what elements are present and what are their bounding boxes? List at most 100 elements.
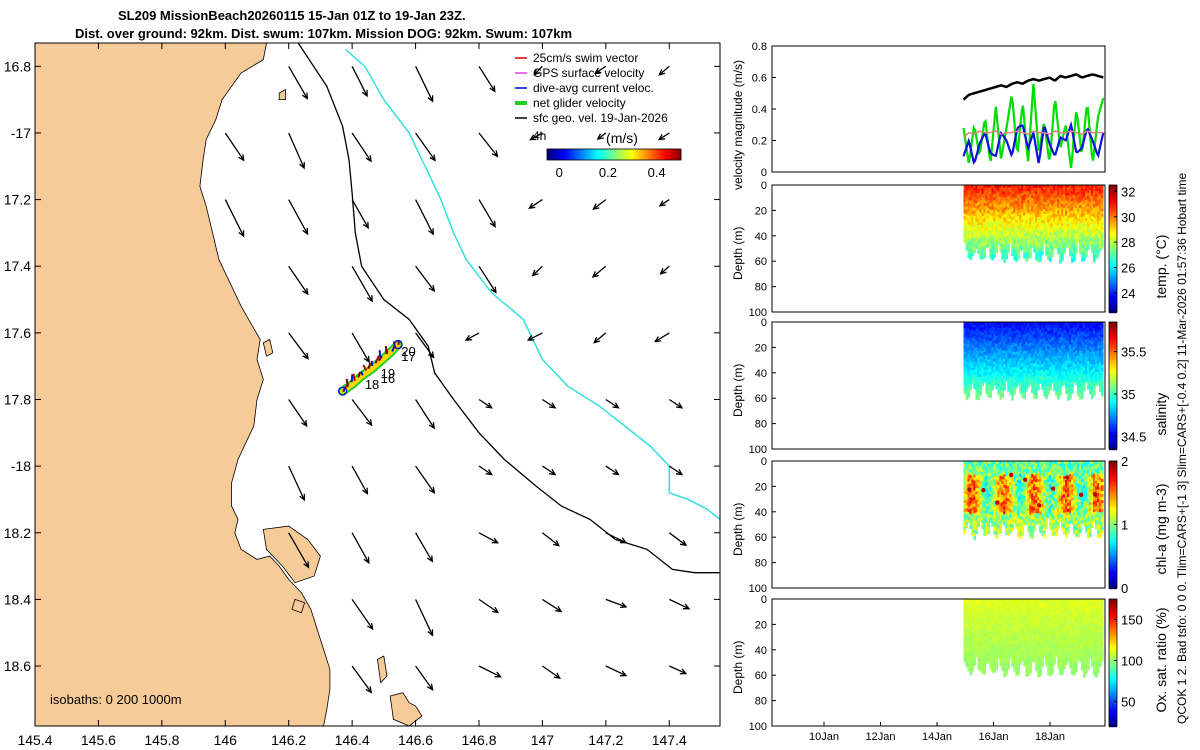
- salinity-cell: [1013, 331, 1016, 335]
- temperature-cell: [1079, 225, 1082, 229]
- salinity-cell: [1025, 324, 1028, 329]
- geo-arrow-66: [668, 465, 684, 476]
- salinity-cell: [1081, 382, 1084, 387]
- chlorophyll-cell: [965, 461, 969, 465]
- salinity-cell: [1025, 353, 1028, 357]
- temperature-cell: [1061, 257, 1064, 261]
- legend-entry: GPS surface velocity: [533, 66, 644, 80]
- chlorophyll-cell: [989, 471, 992, 475]
- salinity-colorbar-cell: [1109, 360, 1117, 363]
- salinity-cell: [977, 334, 980, 339]
- salinity-cell: [997, 346, 1000, 350]
- chlorophyll-cell: [977, 504, 980, 508]
- salinity-cell: [999, 395, 1002, 400]
- temperature-cell: [1071, 246, 1074, 250]
- salinity-cell: [1101, 359, 1104, 363]
- temperature-cell: [1095, 188, 1098, 192]
- map-ytick-label: -17: [11, 125, 31, 141]
- temperature-colorbar-label: temp. (°C): [1153, 235, 1169, 299]
- chlorophyll-cell: [979, 473, 982, 477]
- chlorophyll-cell: [963, 509, 967, 513]
- temperature-cell: [1029, 191, 1032, 195]
- temperature-cell: [1003, 230, 1006, 234]
- salinity-cell: [967, 322, 971, 326]
- chlorophyll-cell: [1055, 492, 1058, 496]
- chlorophyll-cell: [981, 494, 984, 499]
- temperature-cell: [1049, 191, 1052, 196]
- salinity-cell: [989, 375, 992, 380]
- chlorophyll-cell: [965, 494, 969, 498]
- temperature-cell: [1041, 216, 1044, 221]
- temperature-cell: [969, 200, 973, 205]
- temperature-cell: [1087, 235, 1090, 240]
- salinity-cell: [1079, 367, 1082, 371]
- salinity-cell: [1033, 366, 1036, 371]
- salinity-cell: [979, 367, 982, 372]
- chlorophyll-cell: [1045, 519, 1048, 524]
- track-vector-11: [378, 355, 383, 362]
- temperature-cell: [1077, 230, 1080, 234]
- chlorophyll-cell: [1005, 479, 1008, 484]
- salinity-cell: [1065, 363, 1068, 368]
- salinity-cell: [993, 322, 996, 326]
- chlorophyll-cell: [1053, 476, 1056, 481]
- temperature-cell: [1045, 193, 1048, 198]
- salinity-cell: [1099, 382, 1102, 387]
- temperature-cell: [1055, 190, 1058, 194]
- temperature-cell: [1085, 208, 1088, 213]
- salinity-cell: [969, 370, 973, 374]
- temperature-cell: [1007, 215, 1010, 220]
- salinity-cell: [997, 349, 1000, 353]
- chlorophyll-cell: [1047, 486, 1050, 490]
- salinity-colorbar-cell: [1109, 386, 1117, 389]
- temperature-cell: [1017, 225, 1020, 229]
- chlorophyll-cell: [1057, 486, 1060, 490]
- temperature-cell: [1025, 204, 1028, 208]
- temperature-cell: [1043, 187, 1046, 191]
- chlorophyll-cell: [973, 467, 976, 472]
- chl-high-spot: [995, 500, 1000, 505]
- salinity-cell: [1067, 338, 1070, 343]
- temperature-cell: [1091, 235, 1094, 240]
- salinity-cell: [1045, 331, 1048, 336]
- temperature-cell: [1065, 231, 1068, 235]
- temperature-cell: [989, 218, 992, 223]
- temperature-cell: [1055, 219, 1058, 223]
- salinity-cell: [1063, 376, 1066, 380]
- salinity-cell: [1073, 322, 1076, 326]
- salinity-cell: [1043, 359, 1046, 363]
- salinity-cell: [1083, 385, 1086, 389]
- temperature-cell: [1059, 223, 1062, 228]
- colorbar-cell: [665, 149, 668, 160]
- chlorophyll-cell: [1041, 470, 1044, 474]
- salinity-cell: [1015, 322, 1018, 326]
- salinity-cell: [979, 349, 982, 353]
- chlorophyll-cell: [963, 482, 967, 486]
- temperature-cell: [1019, 229, 1022, 233]
- chlorophyll-cell: [971, 473, 974, 477]
- temperature-cell: [1043, 214, 1046, 217]
- temperature-cell: [1087, 211, 1090, 216]
- temperature-cell: [987, 190, 990, 194]
- chlorophyll-cell: [1057, 466, 1060, 470]
- temperature-cell: [1101, 232, 1104, 236]
- salinity-cell: [1029, 350, 1032, 354]
- salinity-cell: [1093, 364, 1096, 369]
- temperature-cell: [977, 233, 980, 237]
- chlorophyll-cell: [1005, 491, 1008, 496]
- temperature-cell: [979, 231, 982, 235]
- map-ytick-label: 17.6: [4, 325, 31, 341]
- temperature-cell: [1047, 253, 1050, 257]
- track-vector-2: [345, 378, 349, 387]
- salinity-cell: [1013, 343, 1016, 347]
- temperature-cell: [981, 209, 984, 214]
- chlorophyll-cell: [965, 463, 969, 468]
- temperature-cell: [1063, 247, 1066, 252]
- temperature-cell: [967, 236, 971, 241]
- chlorophyll-cell: [999, 526, 1002, 531]
- salinity-cell: [997, 331, 1000, 335]
- chlorophyll-cell: [1039, 478, 1042, 483]
- temperature-cell: [1075, 196, 1078, 200]
- temperature-cell: [1077, 216, 1080, 220]
- chlorophyll-cell: [1031, 493, 1034, 498]
